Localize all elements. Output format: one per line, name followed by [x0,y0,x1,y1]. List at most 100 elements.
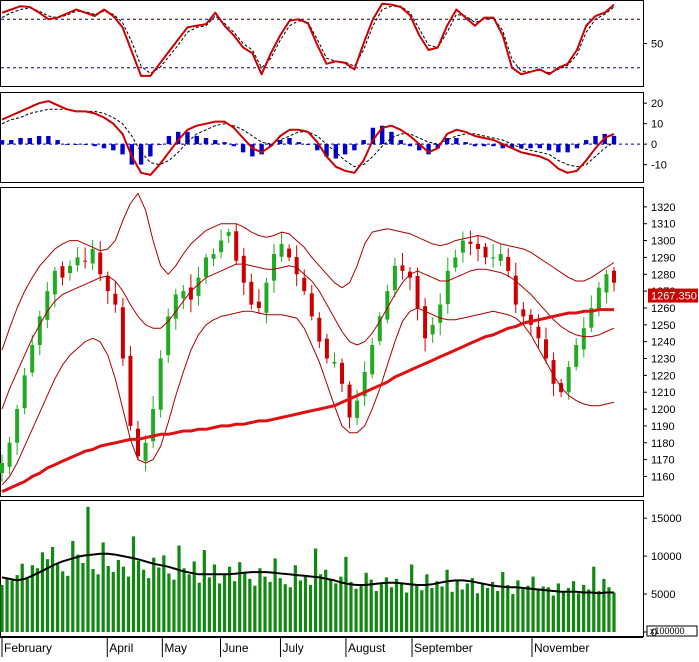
volume-bar [106,565,110,632]
volume-bar [551,595,555,632]
volume-bar [152,557,156,632]
volume-bar [197,582,201,632]
macd-histogram-bar [55,140,60,145]
stochastic-main-line [1,2,615,77]
candle-body [415,275,420,308]
price-candle [120,297,125,366]
price-candle [128,345,133,431]
price-tick-label: 1300 [651,236,675,248]
price-candle [151,396,156,448]
volume-bar [410,564,414,632]
candle-body [15,409,20,443]
volume-bar [354,588,358,632]
stochastic-tick-label: 50 [651,39,663,51]
macd-histogram-bar [574,144,580,149]
candle-body [476,243,480,249]
macd-histogram-bar [426,144,431,155]
volume-bar [86,506,90,632]
macd-histogram-bar [138,144,144,165]
macd-histogram-bar [120,144,125,155]
volume-bar [455,579,459,632]
volume-bar [592,566,596,632]
volume-bar [394,578,399,632]
volume-bar [415,585,419,632]
volume-bar [116,559,120,632]
volume-bar [293,565,297,632]
macd-histogram-bar [185,131,190,145]
volume-bar [319,574,323,632]
volume-bar [202,550,206,632]
volume-bar [288,587,292,632]
candle-body [120,307,125,359]
volume-bar [506,584,510,632]
volume-bar [430,587,434,632]
macd-histogram-bar [259,144,264,155]
macd-histogram-bar [509,144,515,149]
price-candle [204,253,208,284]
macd-histogram-bar [500,144,505,149]
price-tick-label: 1250 [651,320,675,332]
price-tick-label: 1290 [651,252,675,264]
candle-body [340,362,344,384]
candle-body [30,345,35,373]
volume-bar [465,583,469,632]
moving-average-line [1,308,614,493]
price-candle [385,284,390,324]
price-candle [468,230,473,256]
volume-bar [511,594,515,632]
price-candle [219,229,224,259]
candle-body [392,265,397,291]
candle-body [249,281,254,305]
macd-histogram-bar [222,142,227,145]
candle-body [596,287,601,309]
candle-body [302,277,307,292]
macd-histogram-bar [305,144,311,145]
macd-histogram-bar [398,140,403,145]
volume-bar [268,581,272,632]
volume-bar [339,576,343,632]
volume-bar [121,566,125,632]
volume-bar [157,567,161,632]
price-tick-label: 1170 [651,455,675,467]
candle-body [52,270,57,295]
price-candle [105,271,110,304]
price-tick-label: 1210 [651,387,675,399]
price-candle [430,317,435,343]
volume-bar [253,585,257,632]
candle-body [551,360,556,384]
candle-body [151,409,156,442]
price-candle [347,381,352,429]
price-candle [45,282,50,329]
candle-body [105,275,110,292]
candle-body [294,257,299,275]
macd-histogram-bar [277,140,283,145]
price-candle [249,273,254,310]
price-candle [15,404,20,455]
volume-bar [344,556,348,632]
price-candle [264,277,269,324]
candle-body [75,257,80,266]
price-candle [317,312,322,349]
volume-bar [15,575,19,632]
price-candle [460,231,465,263]
macd-histogram-bar [324,144,329,157]
macd-histogram-bar [519,144,524,149]
volume-tick-label: 5000 [651,589,675,601]
candle-body [468,241,473,244]
candle-body [536,326,541,339]
macd-tick-label: -10 [651,160,667,172]
price-tick-label: 1230 [651,354,675,366]
price-candle [370,338,375,379]
macd-histogram-bar [231,144,237,147]
price-candle [211,248,216,267]
volume-bar [440,586,444,632]
macd-histogram-bar [565,144,570,153]
price-tick-label: 1220 [651,370,675,382]
candle-body [158,358,163,410]
candle-body [68,265,72,274]
volume-bar [258,568,262,632]
volume-bar [273,558,277,632]
volume-bar [480,584,485,632]
macd-histogram-bar [111,144,116,151]
